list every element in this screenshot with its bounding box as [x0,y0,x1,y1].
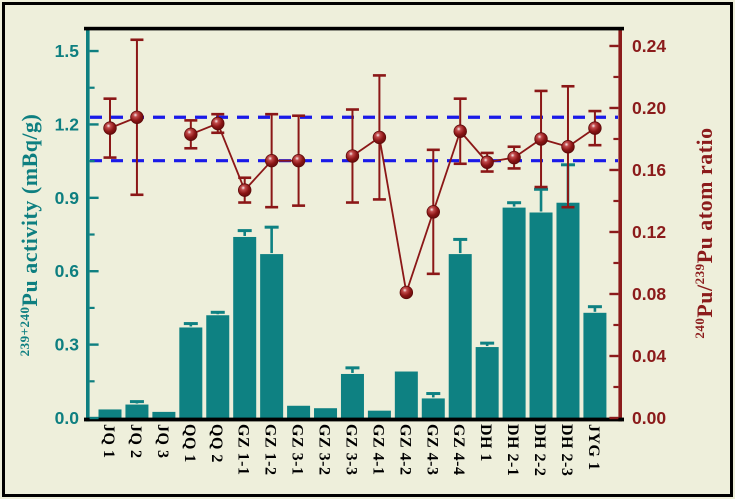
x-category-label: GZ 4-1 [369,424,386,475]
activity-errorbars-group [129,163,602,404]
activity-bar [179,327,203,418]
activity-bar [152,411,176,418]
activity-bar [260,254,284,418]
activity-bar [556,202,580,418]
ratio-point-marker [130,110,144,124]
right-axis-title-superscript-239: 239 [692,263,707,285]
ratio-point-marker [345,149,360,163]
activity-bars-group [98,202,607,418]
ratio-point-marker [264,153,279,168]
ratio-connector-segment [432,130,462,213]
ratio-point-marker [372,130,387,145]
right-axis-title-mid: Pu/ [692,284,717,318]
ratio-point-marker [184,127,198,142]
left-tick-label: 1.2 [55,114,80,134]
activity-bar [394,371,418,418]
axis-spines-group [84,26,624,422]
right-tick-label: 0.04 [632,346,666,366]
ratio-point-marker [426,205,440,219]
left-axis-title-text: Pu activity (mBq/g) [17,113,42,307]
activity-bar [314,408,338,418]
x-category-label: GZ 4-3 [423,424,440,475]
activity-bar [529,212,553,418]
right-axis-title-text: Pu atom ratio [692,127,717,264]
ratio-point-marker [453,124,467,138]
left-tick-label: 0.6 [55,261,80,281]
x-category-label: GZ 4-4 [450,424,467,475]
right-axis-title: 240Pu/239Pu atom ratio [690,23,720,443]
activity-bar [367,410,391,418]
x-category-label: GZ 3-2 [316,424,333,475]
x-category-label: GZ 3-3 [342,424,359,475]
activity-bar [125,404,149,418]
x-category-label: JQ 3 [154,424,171,458]
right-axis-title-superscript-240: 240 [692,317,707,339]
activity-bar [502,207,526,418]
x-category-label: QQ 2 [208,424,225,463]
activity-bar [448,254,472,418]
ratio-markers-group [103,110,602,300]
ratio-point-marker [507,150,521,165]
right-tick-label: 0.00 [632,408,666,428]
ratio-connector-segment [378,137,408,293]
ratio-point-marker [237,183,252,197]
ratio-point-marker [103,121,117,135]
x-category-label: GZ 1-1 [235,424,252,475]
x-category-label: DH 1 [477,424,494,462]
left-axis-title-superscript: 239+240 [17,306,32,357]
right-tick-label: 0.16 [632,160,666,180]
x-category-label: DH 2-1 [504,424,521,476]
right-tick-label: 0.20 [632,98,666,118]
right-axis-spine [618,28,622,422]
activity-bar [287,405,311,418]
x-category-label: JYG 1 [585,424,602,471]
x-category-label: GZ 3-1 [289,424,306,475]
ratio-point-marker [291,153,306,168]
left-axis-spine [86,28,90,422]
x-category-label: QQ 1 [181,424,198,463]
top-axis-spine [84,26,624,31]
ratio-point-marker [211,116,225,131]
x-category-label: DH 2-3 [558,424,575,476]
x-category-label: GZ 4-2 [396,424,413,475]
activity-bar [340,373,364,418]
ratio-point-marker [588,121,602,135]
right-tick-label: 0.24 [632,36,666,56]
ratio-connector-segment [459,130,488,163]
activity-bar [421,398,445,418]
right-tick-label: 0.12 [632,222,666,242]
activity-bar [233,236,257,418]
ratio-point-marker [561,140,575,154]
x-category-label: JQ 2 [127,424,144,458]
ratio-point-marker [480,155,494,169]
left-tick-label: 1.5 [55,41,80,61]
ratio-point-marker [399,285,414,300]
x-category-label: DH 2-2 [531,424,548,476]
left-axis-title: 239+240Pu activity (mBq/g) [15,25,45,445]
x-category-label: JQ 1 [100,424,117,458]
axis-labels-group: 0.0 0.3 0.6 0.9 1.2 1.5 0.00 0.04 0.08 0.12 0.16 0.… [55,36,667,476]
axis-ticks-group [89,44,619,420]
ratio-point-marker [534,132,548,146]
x-category-label: GZ 1-2 [262,424,279,475]
right-tick-label: 0.08 [632,284,666,304]
left-tick-label: 0.9 [55,188,80,208]
activity-bar [583,312,607,418]
activity-bar [98,409,122,418]
left-tick-label: 0.0 [55,408,80,428]
activity-bar [206,315,230,418]
left-tick-label: 0.3 [55,335,80,355]
activity-bar [475,347,499,418]
ratio-connector-segment [405,211,435,293]
bottom-axis-spine [84,417,624,422]
